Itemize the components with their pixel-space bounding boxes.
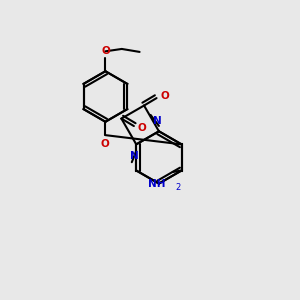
Text: N: N [130,151,139,161]
Text: O: O [101,46,110,56]
Text: O: O [137,123,146,134]
Text: O: O [160,91,169,101]
Text: NH: NH [148,178,165,188]
Text: O: O [100,139,109,149]
Text: 2: 2 [175,183,180,192]
Text: N: N [153,116,162,126]
